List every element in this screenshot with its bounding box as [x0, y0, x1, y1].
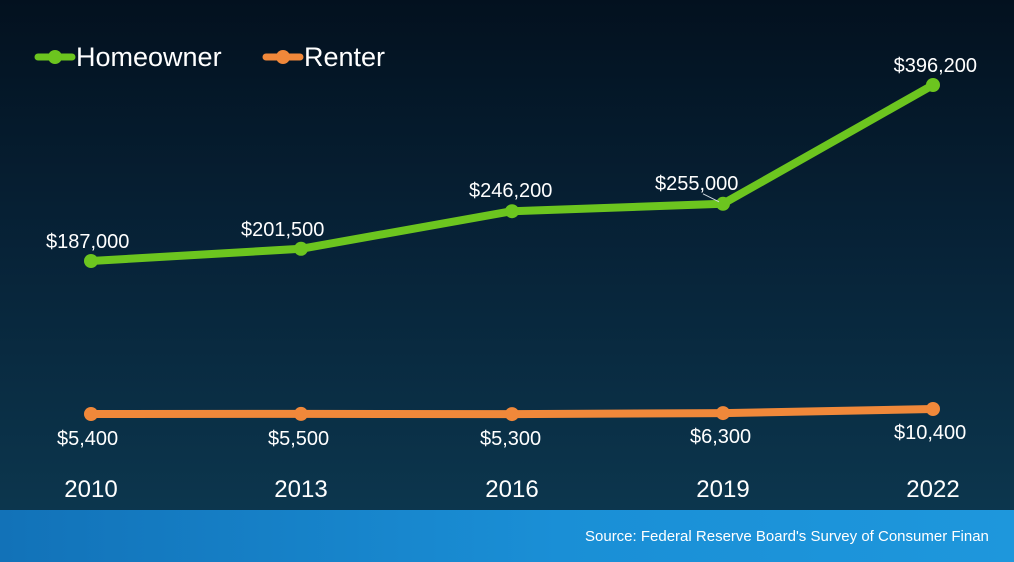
legend-label-renter: Renter — [304, 42, 385, 72]
renter-point-2019 — [716, 406, 730, 421]
renter-point-2010 — [84, 407, 98, 421]
homeowner-label-2016: $246,200 — [469, 180, 552, 202]
legend-marker-homeowner — [48, 50, 62, 64]
renter-label-2022: $10,400 — [894, 422, 966, 444]
legend-marker-renter — [276, 50, 290, 64]
x-tick-2013: 2013 — [274, 476, 327, 503]
legend: Homeowner Renter — [34, 42, 385, 72]
series-lines — [87, 81, 937, 419]
source-note: Source: Federal Reserve Board's Survey o… — [585, 528, 989, 545]
legend-label-homeowner: Homeowner — [76, 42, 222, 72]
x-tick-2019: 2019 — [696, 476, 749, 503]
renter-point-2013 — [294, 406, 308, 421]
x-tick-2010: 2010 — [64, 476, 117, 503]
line-chart: Homeowner Renter $187,000 $201,500 $246,200… — [34, 42, 977, 503]
renter-label-2016: $5,300 — [480, 428, 541, 450]
renter-label-2010: $5,400 — [57, 428, 118, 450]
homeowner-label-2019: $255,000 — [655, 173, 738, 195]
homeowner-point-2013 — [294, 241, 308, 256]
renter-point-2016 — [505, 407, 519, 422]
x-axis-ticks: 2010 2013 2016 2019 2022 — [64, 476, 959, 503]
renter-label-2013: $5,500 — [268, 428, 329, 450]
legend-item-renter: Renter — [262, 42, 385, 72]
renter-point-2022 — [926, 402, 940, 416]
data-labels: $187,000 $201,500 $246,200 $255,000 $396,200… — [46, 55, 977, 450]
homeowner-line — [87, 81, 937, 265]
footer-bar: Source: Federal Reserve Board's Survey o… — [0, 510, 1014, 562]
x-tick-2016: 2016 — [485, 476, 538, 503]
homeowner-label-leader — [702, 193, 720, 203]
data-points — [84, 78, 940, 422]
homeowner-point-2019 — [716, 196, 730, 211]
renter-label-2019: $6,300 — [690, 426, 751, 448]
homeowner-label-2013: $201,500 — [241, 219, 324, 241]
homeowner-label-2010: $187,000 — [46, 231, 129, 253]
homeowner-point-2010 — [84, 254, 98, 268]
homeowner-label-2022: $396,200 — [894, 55, 977, 77]
homeowner-point-2022 — [926, 78, 940, 92]
homeowner-point-2016 — [505, 204, 519, 219]
x-tick-2022: 2022 — [906, 476, 959, 503]
legend-item-homeowner: Homeowner — [34, 42, 222, 72]
